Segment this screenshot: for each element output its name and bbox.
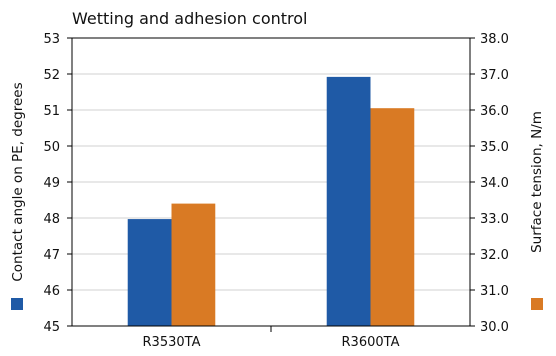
bar-surface-tension-r3600ta (370, 108, 415, 326)
right-tick-label: 38.0 (480, 32, 509, 47)
right-tick-label: 32.0 (480, 248, 509, 263)
right-axis-legend-marker (531, 298, 543, 310)
left-tick-label: 46 (43, 284, 60, 299)
chart-title: Wetting and adhesion control (72, 9, 308, 28)
left-tick-label: 48 (43, 212, 60, 227)
left-tick-label: 50 (43, 140, 60, 155)
x-tick-labels: R3530TA R3600TA (143, 326, 400, 350)
left-axis-title-group: Contact angle on PE, degrees (10, 82, 26, 281)
bars (127, 76, 415, 326)
right-tick-label: 31.0 (480, 284, 509, 299)
bar-contact-angle-r3600ta (326, 76, 371, 326)
right-tick-label: 34.0 (480, 176, 509, 191)
right-tick-label: 33.0 (480, 212, 509, 227)
right-axis-title-group: Surface tension, N/m (529, 111, 545, 253)
left-tick-label: 49 (43, 176, 60, 191)
right-tick-label: 37.0 (480, 68, 509, 83)
right-tick-label: 36.0 (480, 104, 509, 119)
bar-surface-tension-r3530ta (171, 203, 216, 326)
left-tick-label: 53 (43, 32, 60, 47)
left-tick-label: 52 (43, 68, 60, 83)
x-tick-label: R3600TA (342, 335, 400, 350)
right-tick-label: 30.0 (480, 320, 509, 335)
left-tick-label: 47 (43, 248, 60, 263)
right-tick-label: 35.0 (480, 140, 509, 155)
left-tick-label: 51 (43, 104, 60, 119)
right-tick-labels: 30.0 31.0 32.0 33.0 34.0 35.0 36.0 37.0 38.0 (470, 32, 509, 335)
left-tick-label: 45 (43, 320, 60, 335)
right-axis-title: Surface tension, N/m (529, 111, 545, 253)
left-axis-legend-marker (11, 298, 23, 310)
left-tick-labels: 45 46 47 48 49 50 51 52 53 (43, 32, 72, 335)
bar-contact-angle-r3530ta (127, 219, 172, 326)
x-tick-label: R3530TA (143, 335, 201, 350)
left-axis-title: Contact angle on PE, degrees (10, 82, 26, 281)
